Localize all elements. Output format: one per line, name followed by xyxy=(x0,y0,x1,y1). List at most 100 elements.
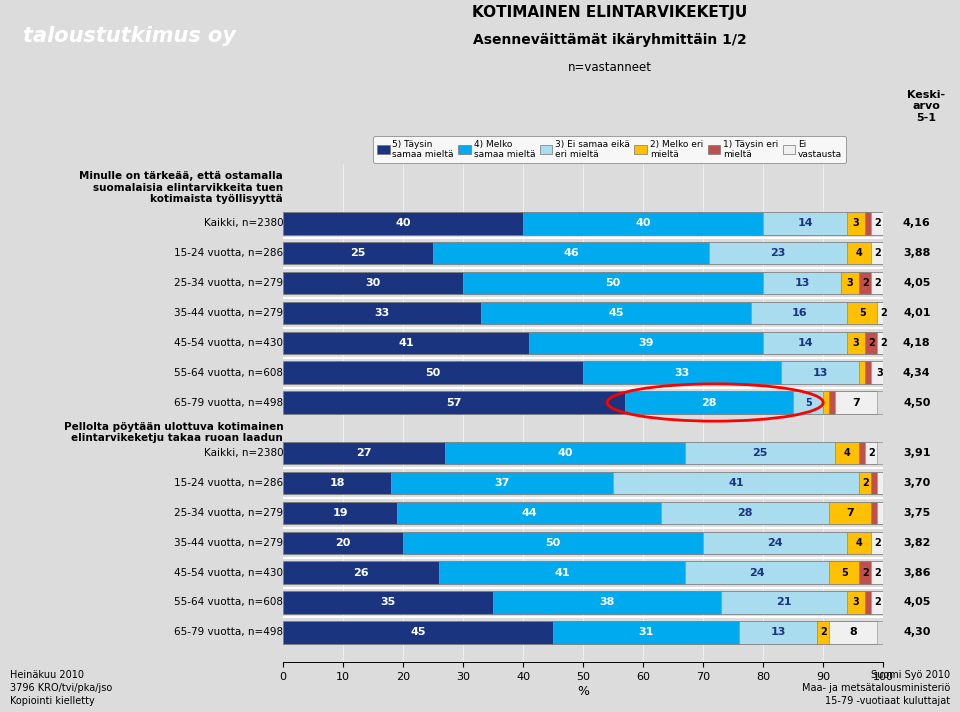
Bar xyxy=(835,392,877,414)
Text: 5: 5 xyxy=(841,567,848,577)
Bar xyxy=(859,442,865,464)
Text: 2: 2 xyxy=(862,567,869,577)
Bar xyxy=(283,242,433,264)
Bar xyxy=(709,242,848,264)
Bar xyxy=(872,502,877,524)
Text: 2: 2 xyxy=(862,478,869,488)
Text: 2: 2 xyxy=(820,627,827,637)
Text: 3: 3 xyxy=(876,367,883,377)
Bar xyxy=(613,472,859,494)
Bar xyxy=(283,562,883,584)
Text: 41: 41 xyxy=(729,478,744,488)
Text: 4,30: 4,30 xyxy=(903,627,930,637)
Text: 3: 3 xyxy=(852,337,859,348)
Text: Kaikki, n=2380: Kaikki, n=2380 xyxy=(204,449,283,459)
Text: 5: 5 xyxy=(859,308,866,318)
Text: 18: 18 xyxy=(329,478,345,488)
Text: 21: 21 xyxy=(777,597,792,607)
Text: 4: 4 xyxy=(855,538,863,548)
Bar xyxy=(283,472,392,494)
Text: 7: 7 xyxy=(847,508,854,518)
Bar xyxy=(283,502,883,524)
Bar xyxy=(872,212,883,235)
Bar xyxy=(445,442,685,464)
Text: 33: 33 xyxy=(374,308,390,318)
Text: 45: 45 xyxy=(609,308,624,318)
Bar xyxy=(824,392,829,414)
Text: 4,16: 4,16 xyxy=(903,219,930,229)
Bar xyxy=(283,562,439,584)
Text: 41: 41 xyxy=(398,337,414,348)
Text: 5: 5 xyxy=(804,397,811,407)
Text: 23: 23 xyxy=(771,248,786,258)
Text: 2: 2 xyxy=(874,219,880,229)
Bar xyxy=(865,591,872,614)
Text: 25: 25 xyxy=(350,248,366,258)
Text: 26: 26 xyxy=(353,567,369,577)
Text: taloustutkimus oy: taloustutkimus oy xyxy=(23,26,236,46)
Bar xyxy=(763,212,848,235)
Bar xyxy=(877,302,889,324)
Bar xyxy=(829,392,835,414)
Text: Kaikki, n=2380: Kaikki, n=2380 xyxy=(204,219,283,229)
Bar xyxy=(859,472,872,494)
Text: 46: 46 xyxy=(564,248,579,258)
Bar xyxy=(841,272,859,294)
Text: 2: 2 xyxy=(874,597,880,607)
Bar xyxy=(859,272,872,294)
Text: 50: 50 xyxy=(545,538,561,548)
Bar xyxy=(283,362,883,384)
Text: 3,91: 3,91 xyxy=(903,449,930,459)
Bar xyxy=(584,362,781,384)
Bar xyxy=(283,392,625,414)
Bar xyxy=(392,472,613,494)
Bar xyxy=(848,532,872,554)
Bar xyxy=(872,591,883,614)
Bar xyxy=(529,332,763,354)
Bar xyxy=(283,302,481,324)
Text: 3: 3 xyxy=(852,597,859,607)
Text: 13: 13 xyxy=(795,278,810,288)
Text: 35-44 vuotta, n=279: 35-44 vuotta, n=279 xyxy=(174,538,283,548)
Text: 2: 2 xyxy=(868,337,875,348)
Text: 35-44 vuotta, n=279: 35-44 vuotta, n=279 xyxy=(174,308,283,318)
Bar xyxy=(848,212,865,235)
Text: 2: 2 xyxy=(874,278,880,288)
Text: 4,05: 4,05 xyxy=(903,278,930,288)
Bar xyxy=(283,502,397,524)
Bar xyxy=(859,362,865,384)
Text: 19: 19 xyxy=(332,508,348,518)
Text: 7: 7 xyxy=(852,397,860,407)
Bar xyxy=(835,442,859,464)
Text: 16: 16 xyxy=(791,308,807,318)
Bar xyxy=(829,621,877,644)
Bar xyxy=(872,272,883,294)
Text: n=vastanneet: n=vastanneet xyxy=(567,61,652,73)
Bar xyxy=(283,442,445,464)
Bar xyxy=(877,502,883,524)
Bar xyxy=(829,502,872,524)
Text: 31: 31 xyxy=(638,627,654,637)
Bar xyxy=(763,332,848,354)
Text: KOTIMAINEN ELINTARVIKEKETJU: KOTIMAINEN ELINTARVIKEKETJU xyxy=(472,5,747,20)
Bar xyxy=(523,212,763,235)
Text: 4,34: 4,34 xyxy=(903,367,930,377)
Bar xyxy=(752,302,848,324)
Bar xyxy=(848,242,872,264)
Text: 40: 40 xyxy=(558,449,573,459)
Text: 2: 2 xyxy=(874,567,880,577)
Text: 2: 2 xyxy=(868,449,875,459)
Bar xyxy=(283,442,883,464)
Text: 4,05: 4,05 xyxy=(903,597,930,607)
Text: 24: 24 xyxy=(750,567,765,577)
Text: Minulle on tärkeää, että ostamalla
suomalaisia elintarvikkeita tuen
kotimaista t: Minulle on tärkeää, että ostamalla suoma… xyxy=(80,171,283,204)
Text: 2: 2 xyxy=(879,337,887,348)
Bar xyxy=(283,532,403,554)
Text: 40: 40 xyxy=(396,219,411,229)
Bar xyxy=(283,332,529,354)
Bar xyxy=(829,562,859,584)
Text: 3: 3 xyxy=(847,278,853,288)
Bar xyxy=(283,591,883,614)
Bar xyxy=(763,272,841,294)
Bar xyxy=(865,212,872,235)
